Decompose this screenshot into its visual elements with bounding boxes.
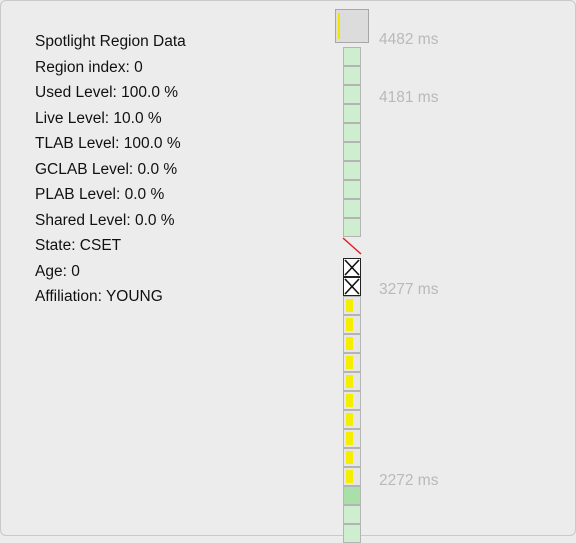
timeline-cell-tlab[interactable]: [343, 467, 361, 486]
timeline-cell-tlab[interactable]: [343, 391, 361, 410]
timeline-cell-young[interactable]: [343, 524, 361, 543]
timeline-cell-young[interactable]: [343, 505, 361, 524]
used-level-line: Used Level: 100.0 %: [35, 82, 186, 108]
timeline-cell-tlab[interactable]: [343, 296, 361, 315]
timeline-cell-tlab[interactable]: [343, 353, 361, 372]
shared-level-line: Shared Level: 0.0 %: [35, 210, 186, 236]
timeline-cell-tlab[interactable]: [343, 315, 361, 334]
timeline-cell-tlab[interactable]: [343, 372, 361, 391]
affiliation-line: Affiliation: YOUNG: [35, 286, 186, 312]
phase-marker-line: [333, 9, 373, 269]
timeline-cell-tlab[interactable]: [343, 410, 361, 429]
timestamp-label: 2272 ms: [379, 472, 438, 490]
timeline-cell-tlab[interactable]: [343, 334, 361, 353]
timestamp-label: 3277 ms: [379, 281, 438, 299]
timestamp-label: 4181 ms: [379, 89, 438, 107]
timeline-cell-cset[interactable]: [343, 277, 361, 296]
state-line: State: CSET: [35, 235, 186, 261]
cross-icon: [344, 278, 360, 295]
plab-level-line: PLAB Level: 0.0 %: [35, 184, 186, 210]
timeline-cell-tlab[interactable]: [343, 429, 361, 448]
timeline-cell-tlab[interactable]: [343, 448, 361, 467]
region-info-title: Spotlight Region Data: [35, 31, 186, 57]
region-timeline[interactable]: [333, 9, 373, 537]
live-level-line: Live Level: 10.0 %: [35, 108, 186, 134]
timeline-cell-young-dark[interactable]: [343, 486, 361, 505]
age-line: Age: 0: [35, 261, 186, 287]
region-index-line: Region index: 0: [35, 57, 186, 83]
tlab-level-line: TLAB Level: 100.0 %: [35, 133, 186, 159]
timestamp-label: 4482 ms: [379, 31, 438, 49]
gclab-level-line: GCLAB Level: 0.0 %: [35, 159, 186, 185]
region-info-panel: Spotlight Region Data Region index: 0 Us…: [35, 31, 186, 312]
